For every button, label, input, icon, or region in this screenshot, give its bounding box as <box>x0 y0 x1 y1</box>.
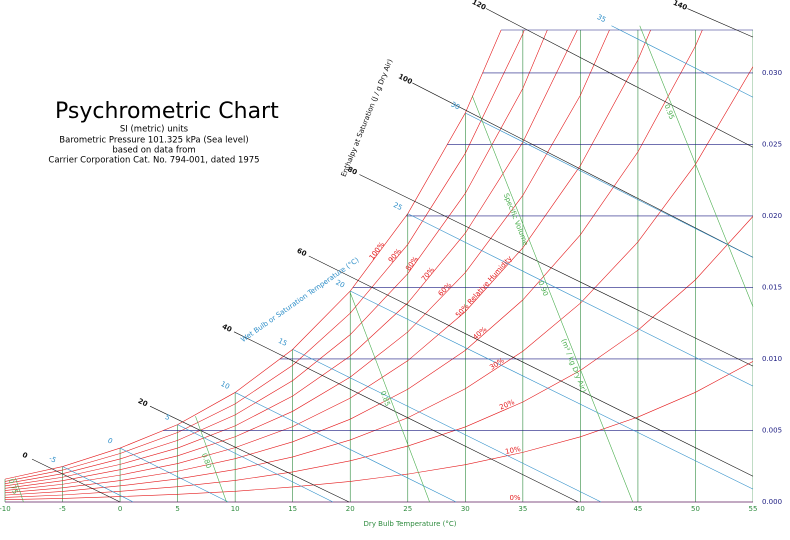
y-tick-label: 0.025 <box>762 140 782 148</box>
wet-bulb-line <box>350 290 754 490</box>
relative-humidity-curve <box>4 30 578 487</box>
relative-humidity-curve <box>4 30 610 489</box>
wet-bulb-label: 5 <box>164 413 172 422</box>
y-tick-label: 0.015 <box>762 283 782 291</box>
relative-humidity-label: 10% <box>505 445 522 456</box>
relative-humidity-curve <box>4 30 548 484</box>
enthalpy-label: 20 <box>137 397 149 408</box>
relative-humidity-curve <box>4 30 651 491</box>
wet-bulb-line <box>177 424 334 503</box>
chart-title: Psychrometric Chart <box>55 99 279 124</box>
enthalpy-label: 40 <box>221 323 233 335</box>
chart-note: based on data from <box>112 146 195 156</box>
enthalpy-title: Enthalpy at Saturation (J / g Dry Air) <box>340 58 395 178</box>
relative-humidity-label: 100% <box>368 240 387 261</box>
chart-note: SI (metric) units <box>120 125 189 135</box>
relative-humidity-label: 0% <box>509 494 520 502</box>
relative-humidity-label: 30% <box>488 356 506 371</box>
wet-bulb-line <box>465 112 754 258</box>
specific-volume-line <box>639 25 754 307</box>
wet-bulb-label: 0 <box>106 436 114 445</box>
enthalpy-label: 120 <box>471 0 488 12</box>
x-tick-label: 20 <box>346 505 355 513</box>
relative-humidity-label: 90% <box>387 247 403 264</box>
enthalpy-line <box>149 405 350 503</box>
chart-note: Barometric Pressure 101.325 kPa (Sea lev… <box>59 136 248 146</box>
enthalpy-line <box>31 458 121 503</box>
relative-humidity-label: 50% Relative Humidity <box>454 255 514 320</box>
x-tick-label: -5 <box>59 505 66 513</box>
wet-bulb-line <box>235 392 457 503</box>
y-tick-label: 0.020 <box>762 212 782 220</box>
specific-volume-label: 0.85 <box>379 390 392 407</box>
wet-bulb-line <box>611 25 754 98</box>
relative-humidity-label: 40% <box>472 325 489 342</box>
wet-bulb-line <box>407 213 754 387</box>
specific-volume-title: Specific Volume <box>502 192 530 247</box>
relative-humidity-curve <box>4 216 753 498</box>
specific-volume-title: (m³ / kg Dry Air) <box>559 338 587 394</box>
x-tick-label: 35 <box>518 505 527 513</box>
plot-area <box>4 30 753 503</box>
enthalpy-line <box>485 8 754 148</box>
x-tick-label: 10 <box>231 505 240 513</box>
enthalpy-line <box>687 8 754 38</box>
wet-bulb-label: 35 <box>596 13 608 24</box>
specific-volume-line <box>349 291 430 503</box>
wet-bulb-line <box>292 349 602 503</box>
y-tick-label: 0.030 <box>762 69 782 77</box>
y-tick-label: 0.010 <box>762 355 782 363</box>
relative-humidity-curve <box>4 30 703 494</box>
wet-bulb-label: 25 <box>392 201 404 212</box>
specific-volume-line <box>15 477 24 503</box>
enthalpy-line <box>412 82 754 258</box>
enthalpy-label: 0 <box>21 451 29 460</box>
y-tick-label: 0.005 <box>762 426 782 434</box>
wet-bulb-label: -5 <box>48 454 58 464</box>
chart-note: Carrier Corporation Cat. No. 794-001, da… <box>48 156 259 166</box>
relative-humidity-label: 20% <box>498 398 516 412</box>
wet-bulb-line <box>62 466 134 503</box>
specific-volume-label: 0.80 <box>200 452 213 469</box>
relative-humidity-curve <box>4 30 502 480</box>
y-tick-label: 0.000 <box>762 498 782 506</box>
enthalpy-line <box>233 331 579 503</box>
x-tick-label: 5 <box>175 505 179 513</box>
specific-volume-line <box>471 95 634 503</box>
wet-bulb-line <box>119 447 229 503</box>
enthalpy-label: 80 <box>346 165 358 177</box>
enthalpy-line <box>308 255 754 477</box>
x-tick-label: 50 <box>691 505 700 513</box>
x-tick-label: 25 <box>403 505 412 513</box>
x-tick-label: -10 <box>0 505 11 513</box>
wet-bulb-label: 10 <box>219 380 231 391</box>
relative-humidity-curve <box>4 30 525 482</box>
specific-volume-line <box>195 416 227 503</box>
wet-bulb-label: 20 <box>334 279 346 290</box>
relative-humidity-label: 70% <box>420 266 436 283</box>
enthalpy-label: 100 <box>397 72 414 86</box>
relative-humidity-curve <box>4 66 753 496</box>
relative-humidity-label: 60% <box>437 281 454 298</box>
enthalpy-label: 60 <box>295 247 307 259</box>
wet-bulb-label: 15 <box>277 337 289 348</box>
enthalpy-label: 140 <box>672 0 689 12</box>
x-tick-label: 40 <box>576 505 585 513</box>
x-tick-label: 55 <box>749 505 758 513</box>
x-tick-label: 15 <box>288 505 297 513</box>
enthalpy-line <box>359 174 754 367</box>
x-tick-label: 30 <box>461 505 470 513</box>
x-tick-label: 0 <box>118 505 122 513</box>
x-tick-label: 45 <box>633 505 642 513</box>
specific-volume-label: 0.90 <box>536 280 549 297</box>
x-axis-label: Dry Bulb Temperature (°C) <box>364 520 457 528</box>
relative-humidity-label: 80% <box>404 255 420 273</box>
wet-bulb-label: 30 <box>449 100 461 111</box>
relative-humidity-curve <box>4 361 753 501</box>
wet-bulb-title: Wet Bulb or Saturation Temperature (°C) <box>239 256 360 344</box>
